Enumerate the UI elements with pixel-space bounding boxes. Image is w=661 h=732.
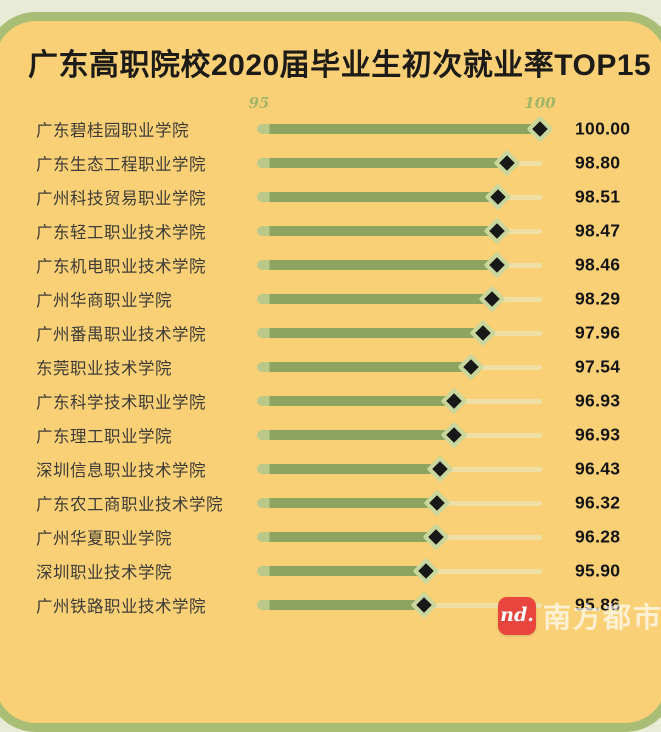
bar-fill	[257, 294, 493, 304]
axis-tick-100: 100	[524, 94, 556, 112]
value-label: 98.51	[575, 186, 621, 207]
chart-rows: 广东碧桂园职业学院 100.00 广东生态工程职业学院 98.80 广州科技贸易…	[0, 112, 661, 622]
diamond-marker-icon	[426, 455, 454, 483]
school-name-label: 广东农工商职业技术学院	[36, 496, 223, 514]
diamond-marker-icon	[478, 285, 506, 313]
diamond-marker-icon	[423, 489, 451, 517]
chart-row: 东莞职业技术学院 97.54	[0, 350, 661, 384]
chart-row: 广东生态工程职业学院 98.80	[0, 146, 661, 180]
diamond-marker-icon	[483, 217, 511, 245]
value-label: 98.46	[575, 254, 621, 275]
page-title: 广东高职院校2020届毕业生初次就业率TOP15	[28, 49, 652, 82]
axis-tick-95: 95	[248, 94, 270, 112]
chart-row: 广东机电职业技术学院 98.46	[0, 248, 661, 282]
chart-row: 广东农工商职业技术学院 96.32	[0, 486, 661, 520]
chart-row: 广州华商职业学院 98.29	[0, 282, 661, 316]
bar-fill	[257, 226, 498, 236]
newspaper-logo-icon: nd.	[498, 597, 536, 635]
bar-fill	[257, 430, 455, 440]
value-label: 96.93	[575, 390, 621, 411]
value-label: 98.29	[575, 288, 621, 309]
chart-row: 广州铁路职业技术学院 95.86	[0, 588, 661, 622]
school-name-label: 广东碧桂园职业学院	[36, 122, 189, 140]
school-name-label: 广州科技贸易职业学院	[36, 190, 206, 208]
chart-row: 深圳职业技术学院 95.90	[0, 554, 661, 588]
brand-watermark: nd. 南方都市报	[498, 596, 661, 636]
bar-fill	[257, 396, 455, 406]
chart-row: 广东科学技术职业学院 96.93	[0, 384, 661, 418]
school-name-label: 深圳职业技术学院	[36, 564, 172, 582]
chart-row: 广东轻工职业技术学院 98.47	[0, 214, 661, 248]
x-axis: 95 100	[249, 94, 556, 112]
value-label: 95.90	[575, 560, 621, 581]
diamond-marker-icon	[440, 421, 468, 449]
bar-fill	[257, 566, 426, 576]
bar-fill	[257, 498, 438, 508]
chart-row: 广州番禺职业技术学院 97.96	[0, 316, 661, 350]
value-label: 98.47	[575, 220, 621, 241]
value-label: 96.28	[575, 526, 621, 547]
value-label: 96.93	[575, 424, 621, 445]
value-label: 96.43	[575, 458, 621, 479]
value-label: 100.00	[575, 118, 631, 139]
chart-row: 广州科技贸易职业学院 98.51	[0, 180, 661, 214]
value-label: 96.32	[575, 492, 621, 513]
bar-fill	[257, 532, 437, 542]
diamond-marker-icon	[457, 353, 485, 381]
value-label: 95.86	[575, 594, 621, 615]
diamond-marker-icon	[526, 115, 554, 143]
school-name-label: 广东理工职业学院	[36, 428, 172, 446]
school-name-label: 广东轻工职业技术学院	[36, 224, 206, 242]
chart-row: 广东碧桂园职业学院 100.00	[0, 112, 661, 146]
bar-fill	[257, 362, 472, 372]
school-name-label: 广东科学技术职业学院	[36, 394, 206, 412]
bar-fill	[257, 158, 507, 168]
school-name-label: 广州华商职业学院	[36, 292, 172, 310]
logo-letters: nd.	[500, 604, 534, 626]
chart-row: 深圳信息职业技术学院 96.43	[0, 452, 661, 486]
school-name-label: 广州番禺职业技术学院	[36, 326, 206, 344]
value-label: 97.54	[575, 356, 621, 377]
bar-fill	[257, 600, 425, 610]
bar-fill	[257, 192, 499, 202]
school-name-label: 东莞职业技术学院	[36, 360, 172, 378]
school-name-label: 广东生态工程职业学院	[36, 156, 206, 174]
chart-row: 广州华夏职业学院 96.28	[0, 520, 661, 554]
bar-fill	[257, 260, 498, 270]
diamond-marker-icon	[412, 557, 439, 585]
value-label: 98.80	[575, 152, 621, 173]
diamond-marker-icon	[483, 251, 511, 279]
bar-fill	[257, 464, 441, 474]
school-name-label: 深圳信息职业技术学院	[36, 462, 206, 480]
diamond-marker-icon	[440, 387, 468, 415]
chart-row: 广东理工职业学院 96.93	[0, 418, 661, 452]
school-name-label: 广州华夏职业学院	[36, 530, 172, 548]
diamond-marker-icon	[493, 149, 520, 177]
diamond-marker-icon	[469, 319, 497, 347]
diamond-marker-icon	[484, 183, 512, 211]
bar-fill	[257, 328, 484, 338]
brand-name: 南方都市报	[543, 602, 661, 633]
value-label: 97.96	[575, 322, 621, 343]
bar-fill	[257, 124, 540, 134]
school-name-label: 广东机电职业技术学院	[36, 258, 206, 276]
diamond-marker-icon	[411, 591, 438, 619]
diamond-marker-icon	[422, 523, 450, 551]
school-name-label: 广州铁路职业技术学院	[36, 598, 206, 616]
